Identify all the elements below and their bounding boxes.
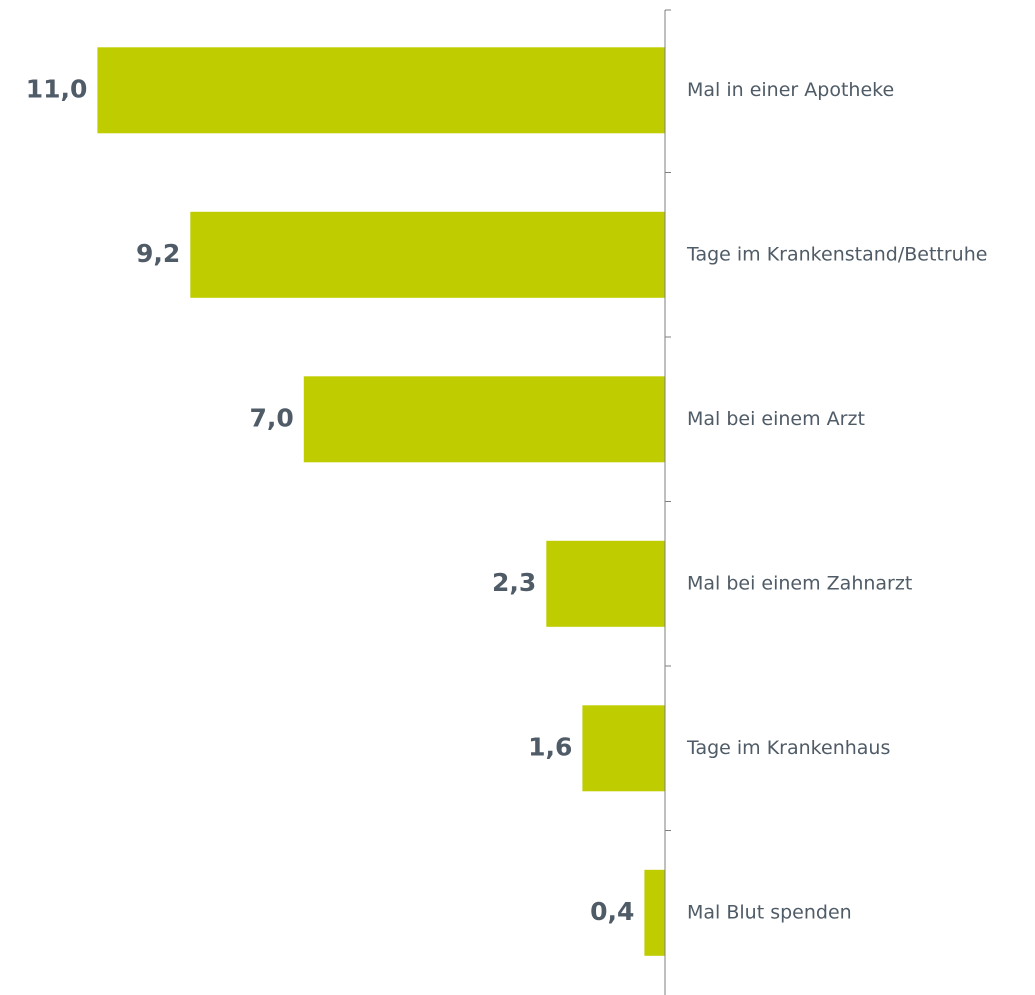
bars-layer xyxy=(97,47,666,956)
bar-4 xyxy=(546,540,665,627)
category-label-3: Mal bei einem Arzt xyxy=(687,408,865,430)
category-label-5: Tage im Krankenhaus xyxy=(686,737,890,759)
axis-layer xyxy=(664,9,671,995)
category-label-4: Mal bei einem Zahnarzt xyxy=(687,572,912,594)
bar-2 xyxy=(190,211,666,298)
value-label-6: 0,4 xyxy=(590,897,634,926)
value-label-4: 2,3 xyxy=(492,568,536,597)
bar-6 xyxy=(644,869,665,956)
bar-5 xyxy=(582,705,665,792)
value-label-3: 7,0 xyxy=(250,403,294,432)
value-label-1: 11,0 xyxy=(26,74,88,103)
bar-1 xyxy=(97,47,665,134)
value-label-5: 1,6 xyxy=(528,732,572,761)
category-label-1: Mal in einer Apotheke xyxy=(687,79,894,101)
category-label-6: Mal Blut spenden xyxy=(687,901,852,923)
bar-3 xyxy=(303,376,665,463)
value-label-2: 9,2 xyxy=(136,239,180,268)
labels-layer: 11,0 Mal in einer Apotheke 9,2 Tage im Kran… xyxy=(26,74,988,926)
category-label-2: Tage im Krankenstand/Bettruhe xyxy=(686,243,987,265)
